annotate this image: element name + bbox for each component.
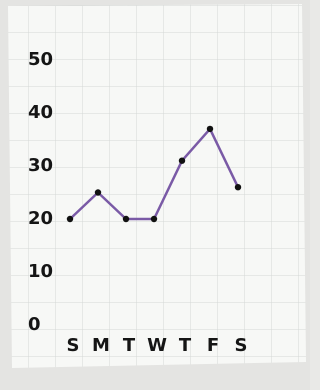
x-tick-label: F bbox=[207, 335, 219, 356]
y-tick-label: 50 bbox=[28, 49, 53, 70]
x-tick-label: S bbox=[67, 335, 80, 356]
data-point bbox=[67, 216, 73, 222]
x-tick-label: T bbox=[179, 335, 192, 356]
data-point bbox=[207, 126, 213, 132]
x-tick-label: W bbox=[147, 335, 167, 356]
data-point bbox=[151, 216, 157, 222]
x-tick-label: T bbox=[123, 335, 136, 356]
y-tick-label: 20 bbox=[28, 208, 53, 229]
x-tick-label: S bbox=[235, 335, 248, 356]
x-tick-label: M bbox=[92, 335, 110, 356]
y-tick-label: 30 bbox=[28, 155, 53, 176]
y-tick-label: 40 bbox=[28, 102, 53, 123]
data-point bbox=[95, 189, 101, 195]
y-tick-label: 10 bbox=[28, 261, 53, 282]
data-point bbox=[235, 184, 241, 190]
data-point bbox=[123, 216, 129, 222]
y-tick-label: 0 bbox=[28, 314, 41, 335]
data-point bbox=[179, 158, 185, 164]
